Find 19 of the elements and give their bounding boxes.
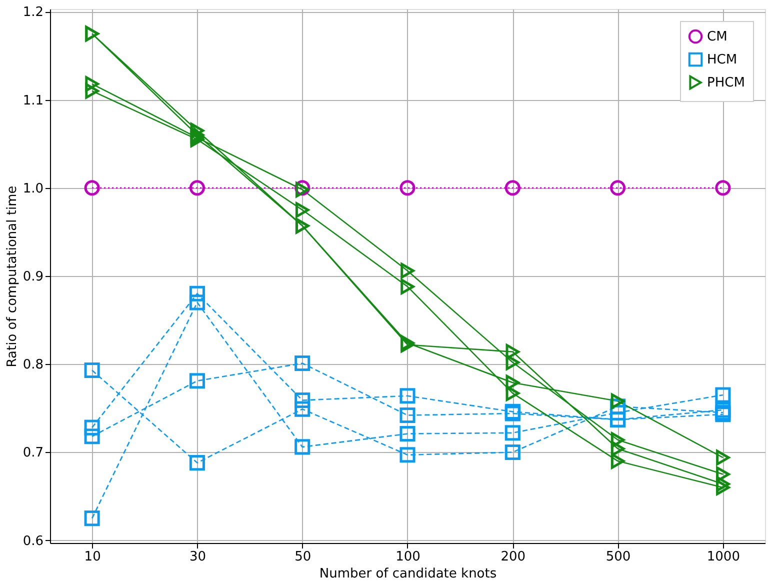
y-tick-label: 0.7 <box>22 446 44 461</box>
y-tick-label: 0.8 <box>22 358 44 373</box>
legend-label: CM <box>707 30 728 44</box>
x-tick-label: 30 <box>189 550 206 564</box>
y-tick-label: 1.0 <box>22 181 44 196</box>
x-tick-label: 100 <box>396 550 420 564</box>
x-tick-label: 10 <box>84 550 101 564</box>
y-tick-label: 1.2 <box>22 5 44 20</box>
legend-label: PHCM <box>707 76 745 90</box>
x-tick-label: 500 <box>606 550 631 564</box>
y-axis-title: Ratio of computational time <box>4 186 20 368</box>
x-tick-label: 1000 <box>706 550 740 564</box>
y-tick-label: 0.6 <box>22 534 44 549</box>
legend-label: HCM <box>707 52 738 68</box>
x-tick-label: 200 <box>500 550 526 564</box>
x-tick-label: 50 <box>294 550 312 564</box>
y-tick-label: 1.1 <box>22 93 44 108</box>
x-axis-title: Number of candidate knots <box>319 566 497 582</box>
y-tick-label: 0.9 <box>22 270 44 284</box>
